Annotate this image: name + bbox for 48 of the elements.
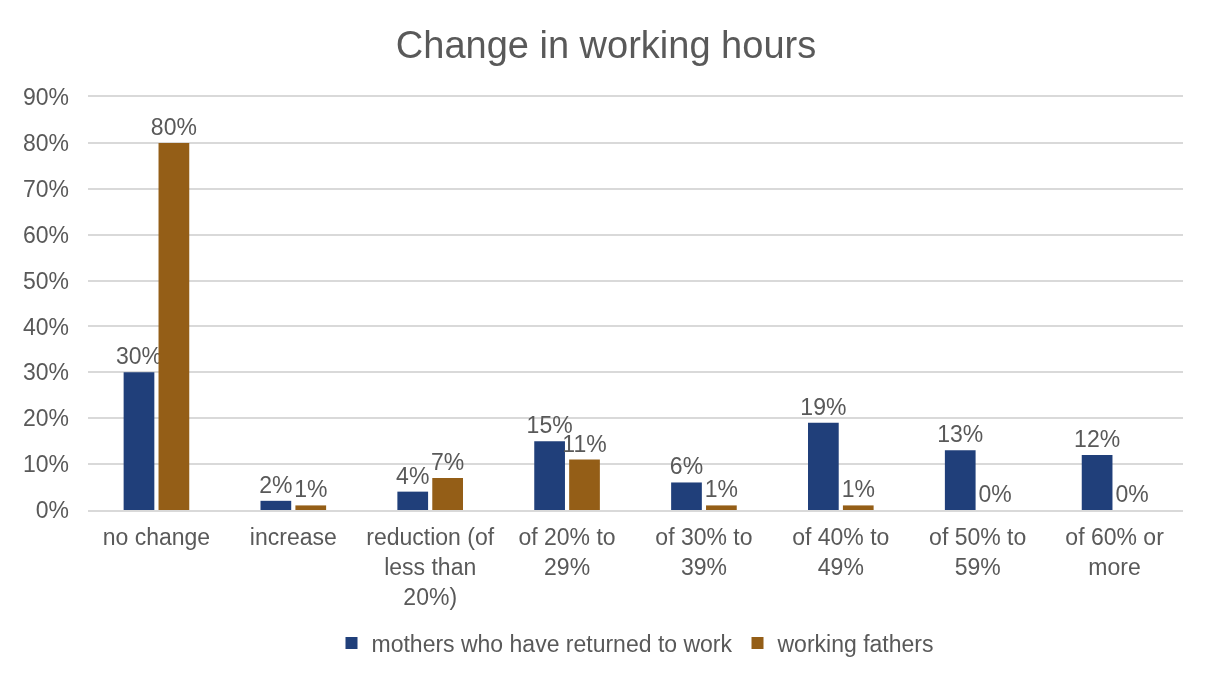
y-tick-label: 20% — [22, 405, 69, 432]
x-tick-label: of 30% to 39% — [655, 524, 753, 581]
data-label: 1% — [704, 476, 739, 503]
bar — [1081, 454, 1113, 510]
legend-label: working fathers — [776, 630, 934, 657]
bar — [158, 142, 190, 510]
y-tick-label: 40% — [22, 313, 69, 340]
x-tick-label: of 40% to 49% — [792, 524, 890, 581]
data-label: 4% — [396, 462, 430, 489]
bar — [944, 450, 976, 510]
data-label: 0% — [1115, 481, 1149, 507]
data-label: 13% — [937, 421, 984, 448]
bar — [397, 491, 429, 510]
bar — [706, 505, 737, 510]
bar — [842, 505, 874, 510]
y-tick-label: 30% — [22, 359, 69, 386]
y-tick-label: 50% — [22, 267, 69, 294]
y-tick-label: 0% — [35, 497, 69, 524]
y-tick-label: 70% — [22, 175, 69, 202]
x-tick-label: of 50% to 59% — [929, 524, 1027, 581]
y-tick-label: 90% — [22, 84, 69, 111]
x-tick-label: of 20% to 29% — [518, 524, 616, 581]
data-label: 2% — [259, 471, 293, 498]
data-label: 19% — [800, 393, 847, 420]
bar — [260, 500, 292, 510]
y-tick-label: 80% — [22, 129, 69, 156]
chart-title: Change in working hours — [395, 24, 817, 67]
bar — [123, 372, 155, 510]
legend-label: mothers who have returned to work — [371, 630, 733, 657]
bar — [432, 477, 463, 510]
y-tick-label: 10% — [22, 451, 69, 478]
x-tick-label: of 60% or more — [1065, 524, 1165, 581]
bar — [534, 441, 565, 510]
x-tick-label: no change — [102, 524, 211, 551]
data-label: 1% — [294, 476, 328, 503]
bar — [569, 459, 600, 510]
data-label: 12% — [1074, 425, 1121, 452]
x-tick-label: increase — [249, 524, 337, 551]
data-label: 0% — [978, 481, 1012, 507]
data-label: 1% — [841, 476, 875, 503]
data-label: 80% — [150, 113, 197, 140]
data-label: 7% — [431, 448, 465, 475]
data-label: 6% — [669, 453, 704, 480]
x-tick-label: reduction (of less than 20%) — [366, 524, 495, 611]
bar — [808, 422, 839, 510]
bar — [671, 482, 702, 510]
bar — [295, 505, 327, 510]
y-tick-label: 60% — [22, 221, 69, 248]
